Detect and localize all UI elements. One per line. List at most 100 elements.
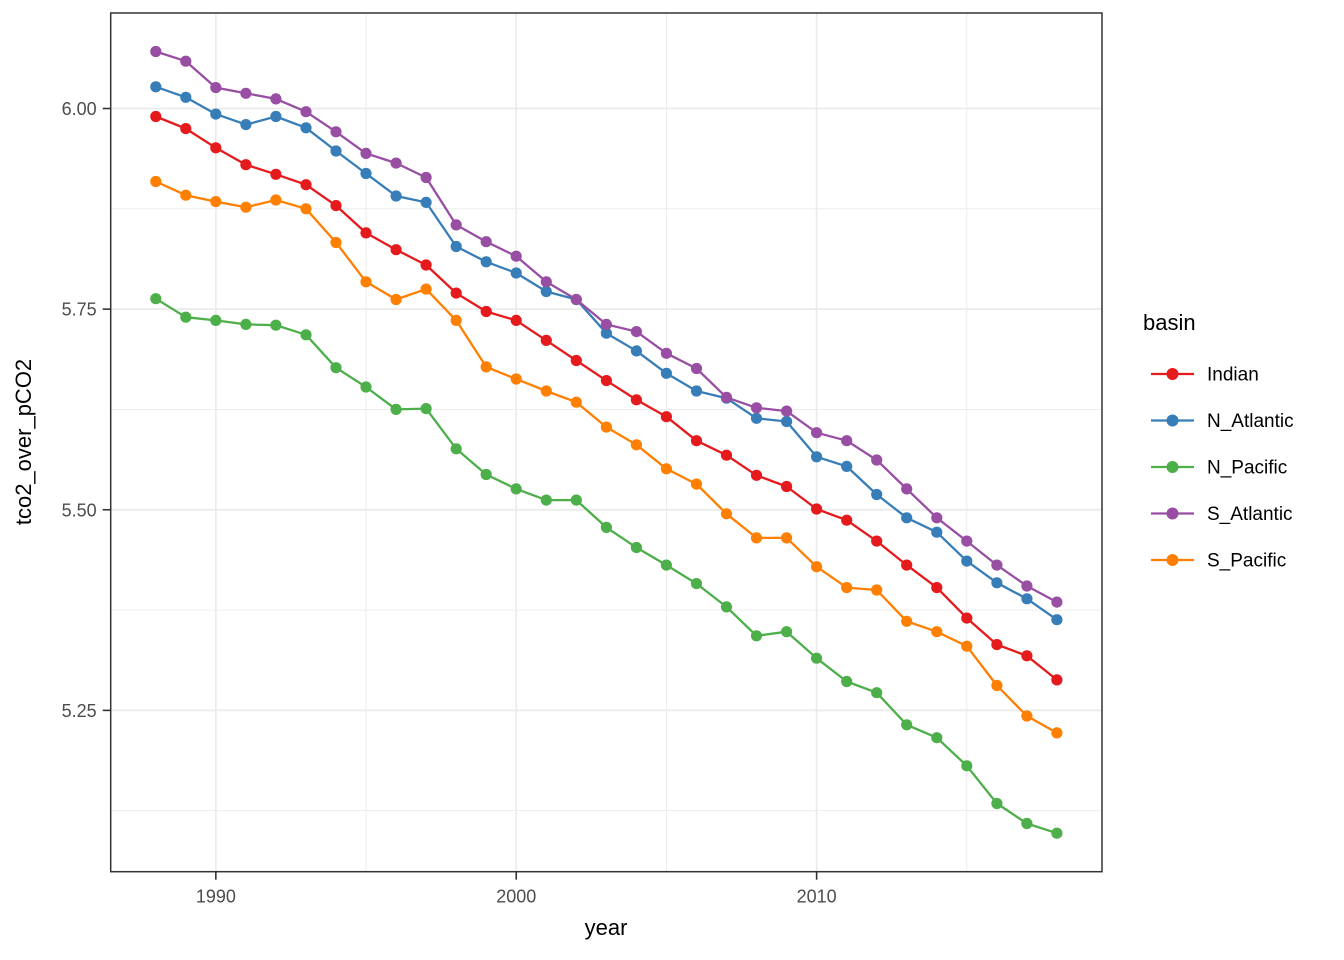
series-N_Atlantic xyxy=(150,81,1063,626)
point-S_Pacific-1998 xyxy=(450,314,462,326)
point-N_Atlantic-2010 xyxy=(811,451,823,463)
point-N_Pacific-2005 xyxy=(660,559,673,571)
point-N_Pacific-1994 xyxy=(330,362,342,374)
point-N_Pacific-2001 xyxy=(540,494,552,506)
point-Indian-2006 xyxy=(690,435,703,447)
legend-item-N_Atlantic: N_Atlantic xyxy=(1151,411,1294,432)
point-N_Atlantic-1997 xyxy=(420,196,432,208)
point-S_Atlantic-1991 xyxy=(240,87,252,99)
legend-key-point-S_Pacific xyxy=(1166,554,1179,566)
point-N_Atlantic-2006 xyxy=(690,385,703,397)
point-N_Pacific-1988 xyxy=(150,293,162,305)
point-S_Pacific-1989 xyxy=(180,189,192,201)
point-N_Atlantic-1999 xyxy=(480,256,492,268)
point-S_Atlantic-2015 xyxy=(961,535,973,547)
point-S_Atlantic-2002 xyxy=(570,293,582,306)
point-N_Pacific-1991 xyxy=(240,318,252,330)
legend-item-S_Atlantic: S_Atlantic xyxy=(1151,504,1293,525)
point-S_Atlantic-1998 xyxy=(450,219,462,231)
point-S_Atlantic-2008 xyxy=(750,402,763,414)
y-tick-label-5.25: 5.25 xyxy=(62,701,97,721)
point-N_Atlantic-2000 xyxy=(510,267,522,279)
major-gridlines xyxy=(110,13,1102,872)
point-S_Pacific-1994 xyxy=(330,236,342,249)
series-S_Atlantic xyxy=(150,45,1063,608)
legend-title: basin xyxy=(1143,310,1196,335)
point-S_Atlantic-2012 xyxy=(871,454,883,466)
legend-label-N_Atlantic: N_Atlantic xyxy=(1207,411,1294,432)
point-N_Atlantic-1990 xyxy=(210,108,222,120)
point-S_Atlantic-2007 xyxy=(720,391,733,403)
point-N_Atlantic-2008 xyxy=(750,412,763,424)
point-Indian-1998 xyxy=(450,287,462,299)
point-S_Pacific-2009 xyxy=(781,532,793,544)
point-S_Pacific-1993 xyxy=(300,203,312,215)
point-N_Pacific-2015 xyxy=(961,760,973,772)
point-S_Atlantic-2018 xyxy=(1051,596,1063,608)
point-S_Atlantic-1995 xyxy=(360,147,372,159)
point-Indian-2010 xyxy=(811,503,823,515)
point-S_Pacific-2014 xyxy=(931,626,943,638)
series-S_Pacific xyxy=(150,175,1063,739)
point-Indian-2014 xyxy=(931,582,943,594)
point-S_Atlantic-1993 xyxy=(300,106,312,118)
point-S_Pacific-1992 xyxy=(270,194,282,206)
point-Indian-1999 xyxy=(480,305,492,318)
point-Indian-1993 xyxy=(300,179,312,191)
x-axis-title: year xyxy=(585,915,628,940)
point-N_Pacific-1999 xyxy=(480,468,492,481)
point-N_Pacific-2008 xyxy=(750,630,763,642)
point-Indian-2002 xyxy=(570,354,582,367)
legend-label-S_Atlantic: S_Atlantic xyxy=(1207,504,1293,525)
point-N_Pacific-1990 xyxy=(210,314,222,326)
point-Indian-2007 xyxy=(720,449,733,461)
point-N_Pacific-2010 xyxy=(811,652,823,664)
series-layer xyxy=(150,45,1063,839)
point-N_Pacific-2017 xyxy=(1021,817,1033,830)
point-S_Atlantic-1992 xyxy=(270,93,282,105)
point-S_Pacific-2013 xyxy=(901,615,913,627)
point-N_Atlantic-2012 xyxy=(871,488,883,501)
legend-label-Indian: Indian xyxy=(1207,365,1259,386)
legend-key-point-N_Pacific xyxy=(1166,461,1179,473)
y-tick-label-5.75: 5.75 xyxy=(62,300,97,320)
point-S_Atlantic-2004 xyxy=(630,326,643,338)
point-S_Pacific-2016 xyxy=(991,679,1003,692)
point-N_Pacific-2016 xyxy=(991,797,1003,810)
point-N_Atlantic-2011 xyxy=(841,460,853,472)
legend-item-S_Pacific: S_Pacific xyxy=(1151,551,1286,572)
point-Indian-2005 xyxy=(660,411,673,423)
point-N_Atlantic-1988 xyxy=(150,81,162,93)
point-S_Pacific-2011 xyxy=(841,582,853,594)
point-S_Pacific-2004 xyxy=(630,439,643,451)
legend-item-N_Pacific: N_Pacific xyxy=(1151,458,1287,479)
point-Indian-2004 xyxy=(630,394,643,406)
legend-key-point-Indian xyxy=(1166,368,1179,380)
point-S_Atlantic-1997 xyxy=(420,171,432,184)
point-N_Atlantic-1992 xyxy=(270,110,282,123)
point-N_Atlantic-1989 xyxy=(180,91,192,103)
point-N_Pacific-1993 xyxy=(300,329,312,341)
point-N_Atlantic-2004 xyxy=(630,345,643,357)
point-N_Atlantic-2005 xyxy=(660,367,673,379)
point-S_Pacific-2000 xyxy=(510,373,522,385)
point-S_Atlantic-2011 xyxy=(841,435,853,447)
point-S_Atlantic-2014 xyxy=(931,512,943,524)
point-Indian-2017 xyxy=(1021,650,1033,662)
point-S_Atlantic-2017 xyxy=(1021,580,1033,592)
point-S_Atlantic-1989 xyxy=(180,55,192,67)
point-S_Pacific-2018 xyxy=(1051,727,1063,739)
y-tick-label-6: 6.00 xyxy=(62,99,97,119)
point-N_Pacific-1998 xyxy=(450,443,462,455)
point-S_Pacific-1996 xyxy=(390,293,402,306)
point-N_Pacific-2003 xyxy=(600,521,613,534)
x-tick-label-2010: 2010 xyxy=(797,887,837,907)
point-N_Pacific-2002 xyxy=(570,494,582,506)
point-N_Pacific-2006 xyxy=(690,578,703,590)
point-N_Pacific-2009 xyxy=(781,626,793,638)
legend-key-point-S_Atlantic xyxy=(1166,507,1179,520)
point-S_Pacific-2012 xyxy=(871,584,883,596)
point-S_Pacific-2008 xyxy=(750,532,763,544)
minor-gridlines xyxy=(110,13,1102,872)
point-S_Atlantic-2005 xyxy=(660,347,673,359)
